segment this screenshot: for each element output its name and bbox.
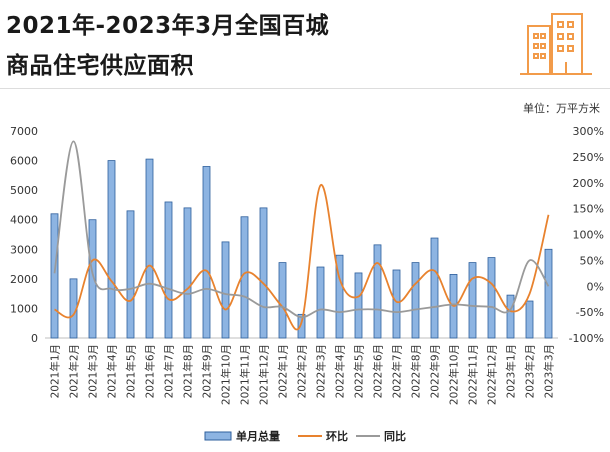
x-tick-label: 2022年2月 — [296, 344, 309, 398]
bar — [126, 210, 135, 339]
x-tick-label: 2021年2月 — [68, 344, 81, 398]
bar — [88, 219, 97, 339]
bar — [430, 237, 439, 339]
bar — [202, 166, 211, 339]
unit-label: 单位：万平方米 — [523, 101, 600, 115]
right-tick-label: 0% — [587, 280, 604, 293]
bar — [164, 201, 173, 339]
right-tick-label: -100% — [569, 332, 604, 345]
bar — [544, 248, 553, 339]
page-title: 2021年-2023年3月全国百城 — [6, 13, 330, 39]
x-tick-label: 2022年4月 — [334, 344, 347, 398]
x-tick-label: 2021年11月 — [239, 344, 252, 405]
x-tick-label: 2022年12月 — [486, 344, 499, 405]
yoy-line — [53, 140, 550, 319]
building-icon — [520, 13, 592, 75]
bar — [487, 257, 496, 339]
right-tick-label: 50% — [580, 254, 604, 267]
bar — [506, 294, 515, 339]
right-tick-label: 300% — [573, 125, 604, 138]
left-tick-label: 1000 — [10, 302, 38, 315]
bar — [278, 262, 287, 339]
left-tick-label: 6000 — [10, 155, 38, 168]
x-tick-label: 2023年3月 — [543, 344, 556, 398]
bar — [316, 266, 325, 339]
x-tick-label: 2022年7月 — [391, 344, 404, 398]
x-tick-label: 2021年1月 — [49, 344, 62, 398]
bar — [392, 269, 401, 339]
bar — [107, 160, 116, 339]
left-tick-label: 3000 — [10, 243, 38, 256]
left-axis: 0 1000 2000 3000 4000 5000 6000 7000 — [10, 125, 38, 345]
bar — [145, 158, 154, 339]
legend-bar-label: 单月总量 — [236, 429, 280, 443]
right-tick-label: 200% — [573, 177, 604, 190]
legend-yoy-label: 同比 — [384, 429, 406, 443]
x-tick-label: 2021年9月 — [201, 344, 214, 398]
bar — [411, 262, 420, 339]
x-axis-ticks: 2021年1月 2021年2月 2021年3月 2021年4月 2021年5月 2021年… — [49, 344, 556, 405]
bar — [335, 254, 344, 339]
left-tick-label: 2000 — [10, 273, 38, 286]
right-tick-label: 100% — [573, 229, 604, 242]
left-tick-label: 5000 — [10, 184, 38, 197]
bar — [221, 241, 230, 339]
right-tick-label: 250% — [573, 151, 604, 164]
bar — [50, 213, 59, 339]
bar-series — [50, 158, 553, 339]
x-tick-label: 2021年3月 — [87, 344, 100, 398]
x-tick-label: 2021年7月 — [163, 344, 176, 398]
page-subtitle: 商品住宅供应面积 — [6, 53, 194, 79]
x-tick-label: 2022年5月 — [353, 344, 366, 398]
bar — [468, 262, 477, 339]
x-tick-label: 2022年6月 — [372, 344, 385, 398]
legend-mom-label: 环比 — [326, 429, 348, 443]
x-tick-label: 2021年8月 — [182, 344, 195, 398]
legend: 单月总量 环比 同比 — [204, 429, 406, 443]
header-divider — [0, 88, 610, 89]
x-tick-label: 2022年11月 — [467, 344, 480, 405]
mom-line — [54, 184, 550, 331]
bar — [183, 207, 192, 339]
x-tick-label: 2022年3月 — [315, 344, 328, 398]
right-tick-label: -50% — [576, 306, 604, 319]
left-tick-label: 4000 — [10, 214, 38, 227]
bar — [297, 313, 306, 339]
legend-bar-swatch — [204, 431, 232, 441]
right-tick-label: 150% — [573, 203, 604, 216]
x-tick-label: 2021年12月 — [258, 344, 271, 405]
x-tick-label: 2022年1月 — [277, 344, 290, 398]
x-tick-label: 2022年8月 — [410, 344, 423, 398]
x-tick-label: 2021年6月 — [144, 344, 157, 398]
x-tick-label: 2022年10月 — [448, 344, 461, 405]
bar — [373, 244, 382, 339]
x-tick-label: 2021年4月 — [106, 344, 119, 398]
left-tick-label: 7000 — [10, 125, 38, 138]
right-axis: -100% -50% 0% 50% 100% 150% 200% 250% 300% — [569, 125, 604, 345]
bar — [525, 300, 534, 339]
bar — [354, 272, 363, 339]
bar — [259, 207, 268, 339]
left-tick-label: 0 — [31, 332, 38, 345]
x-tick-label: 2021年10月 — [220, 344, 233, 405]
x-tick-label: 2022年9月 — [429, 344, 442, 398]
x-tick-label: 2023年1月 — [505, 344, 518, 398]
x-tick-label: 2023年2月 — [524, 344, 537, 398]
x-tick-label: 2021年5月 — [125, 344, 138, 398]
